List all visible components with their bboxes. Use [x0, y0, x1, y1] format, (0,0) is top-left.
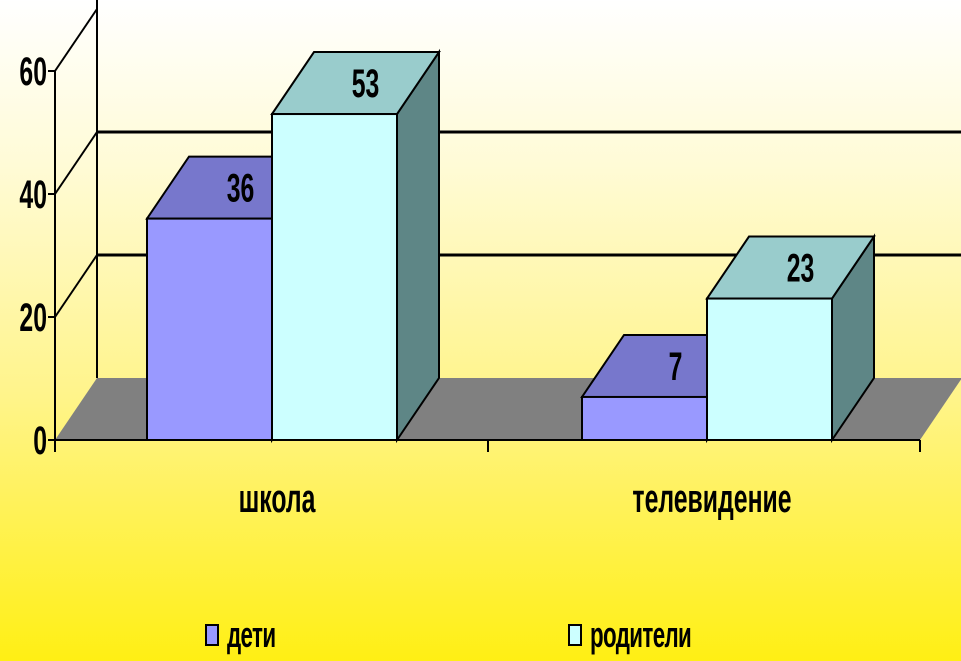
legend-label: дети	[227, 614, 276, 655]
gridline-diagonal	[54, 254, 98, 318]
legend-label: родители	[590, 614, 692, 655]
y-tick-label: 40	[19, 173, 47, 217]
legend-swatch-icon	[205, 624, 219, 646]
chart-legend: дети родители	[0, 614, 961, 658]
legend-swatch-icon	[568, 624, 582, 646]
y-tick-label: 20	[19, 296, 47, 340]
category-label: телевидение	[632, 477, 791, 521]
category-label: школа	[239, 477, 316, 521]
data-label: 23	[787, 247, 815, 291]
legend-item-roditeli: родители	[568, 614, 753, 656]
y-tick-label: 60	[19, 50, 47, 94]
bar	[146, 217, 273, 441]
bar-side	[396, 48, 440, 444]
data-label: 7	[669, 345, 683, 389]
legend-item-deti: дети	[205, 614, 305, 656]
data-label: 53	[352, 62, 380, 106]
y-tick-label: 0	[33, 419, 47, 463]
bar	[706, 297, 833, 441]
chart-labels: 0 20 40 60 36 53 школа 7 23 телевидение	[19, 50, 814, 521]
gridline-diagonal	[54, 131, 98, 195]
chart-bars	[145, 48, 876, 444]
data-label: 36	[227, 167, 255, 211]
gridline-diagonal	[54, 8, 98, 72]
bar	[271, 113, 398, 442]
bar	[581, 395, 708, 442]
